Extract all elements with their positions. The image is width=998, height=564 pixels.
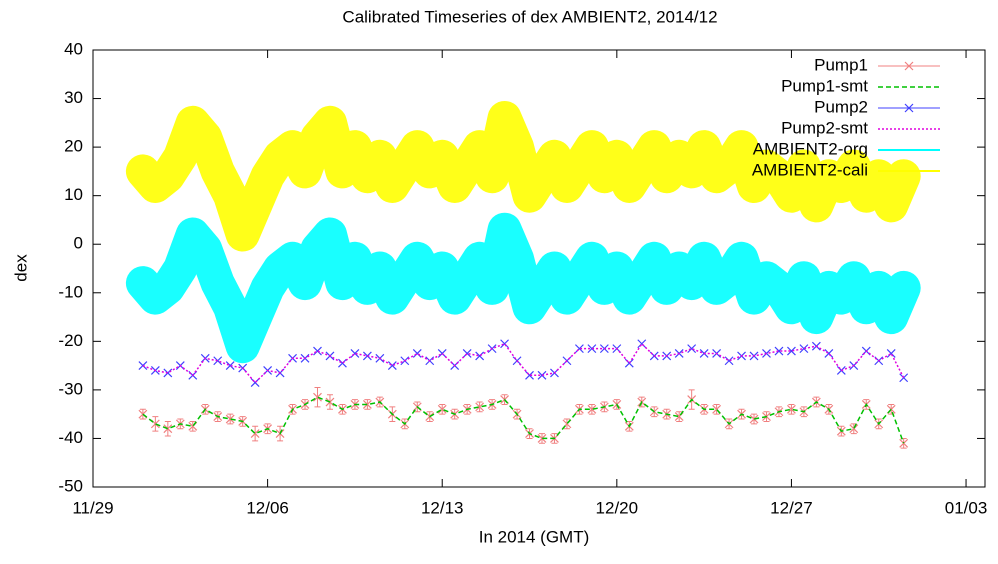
legend-label: AMBIENT2-cali — [752, 160, 868, 179]
y-axis-label: dex — [11, 254, 30, 282]
data-point — [225, 361, 235, 371]
x-tick-label: 11/29 — [72, 498, 113, 517]
data-point — [462, 349, 472, 358]
data-point — [525, 370, 534, 380]
y-tick-label: -40 — [58, 428, 83, 447]
legend-label: Pump2-smt — [781, 118, 868, 137]
data-point — [587, 344, 597, 354]
data-point — [574, 344, 584, 354]
data-point — [313, 346, 322, 356]
legend-marker — [904, 61, 914, 71]
data-cloud — [125, 212, 921, 364]
legend-label: Pump1 — [814, 55, 868, 74]
data-point — [362, 351, 372, 361]
data-point — [824, 349, 834, 358]
x-tick-label: 12/20 — [596, 498, 639, 517]
data-point — [787, 404, 796, 414]
y-tick-label: 30 — [64, 88, 83, 107]
data-point — [537, 370, 547, 380]
x-tick-label: 12/13 — [421, 498, 464, 517]
data-point — [412, 349, 422, 358]
y-tick-label: 10 — [64, 185, 83, 204]
y-tick-label: 20 — [64, 137, 83, 156]
data-point — [749, 414, 759, 424]
data-point — [849, 424, 859, 434]
x-tick-label: 12/27 — [770, 498, 813, 517]
data-point — [899, 373, 909, 383]
legend-label: Pump1-smt — [781, 76, 868, 95]
legend-marker — [904, 103, 914, 113]
data-point — [225, 414, 235, 424]
data-point — [799, 344, 809, 354]
legend-label: AMBIENT2-org — [753, 139, 868, 158]
x-axis-label: In 2014 (GMT) — [479, 527, 590, 546]
data-point — [687, 344, 697, 354]
data-point — [724, 356, 734, 366]
plot-area — [125, 101, 921, 449]
y-tick-label: -30 — [58, 379, 83, 398]
data-point — [338, 358, 347, 368]
data-cloud — [125, 101, 921, 252]
data-point — [637, 339, 647, 349]
plot-frame — [92, 49, 986, 488]
data-point — [138, 361, 148, 371]
data-point — [437, 404, 447, 414]
data-point — [475, 402, 485, 412]
data-point — [250, 378, 260, 388]
data-point — [787, 346, 796, 356]
legend-label: Pump2 — [814, 97, 868, 116]
data-line — [142, 342, 905, 384]
data-point — [163, 424, 173, 434]
x-tick-label: 01/03 — [945, 498, 988, 517]
data-point — [500, 339, 510, 349]
data-point — [213, 356, 223, 366]
data-point — [362, 400, 372, 409]
y-tick-label: 0 — [74, 234, 83, 253]
data-point — [886, 349, 896, 358]
data-point — [537, 434, 547, 443]
data-point — [774, 346, 784, 356]
y-tick-label: 40 — [64, 39, 83, 58]
data-point — [437, 349, 447, 358]
data-point — [387, 361, 397, 371]
y-tick-label: -50 — [58, 476, 83, 495]
data-point — [163, 368, 173, 378]
data-point — [313, 392, 322, 402]
data-point — [475, 351, 485, 361]
data-point — [587, 404, 597, 414]
chart-title: Calibrated Timeseries of dex AMBIENT2, 2… — [342, 7, 717, 26]
x-tick-label: 12/06 — [246, 498, 289, 517]
y-tick-label: -20 — [58, 331, 83, 350]
y-tick-label: -10 — [58, 282, 83, 301]
data-point — [350, 349, 360, 358]
